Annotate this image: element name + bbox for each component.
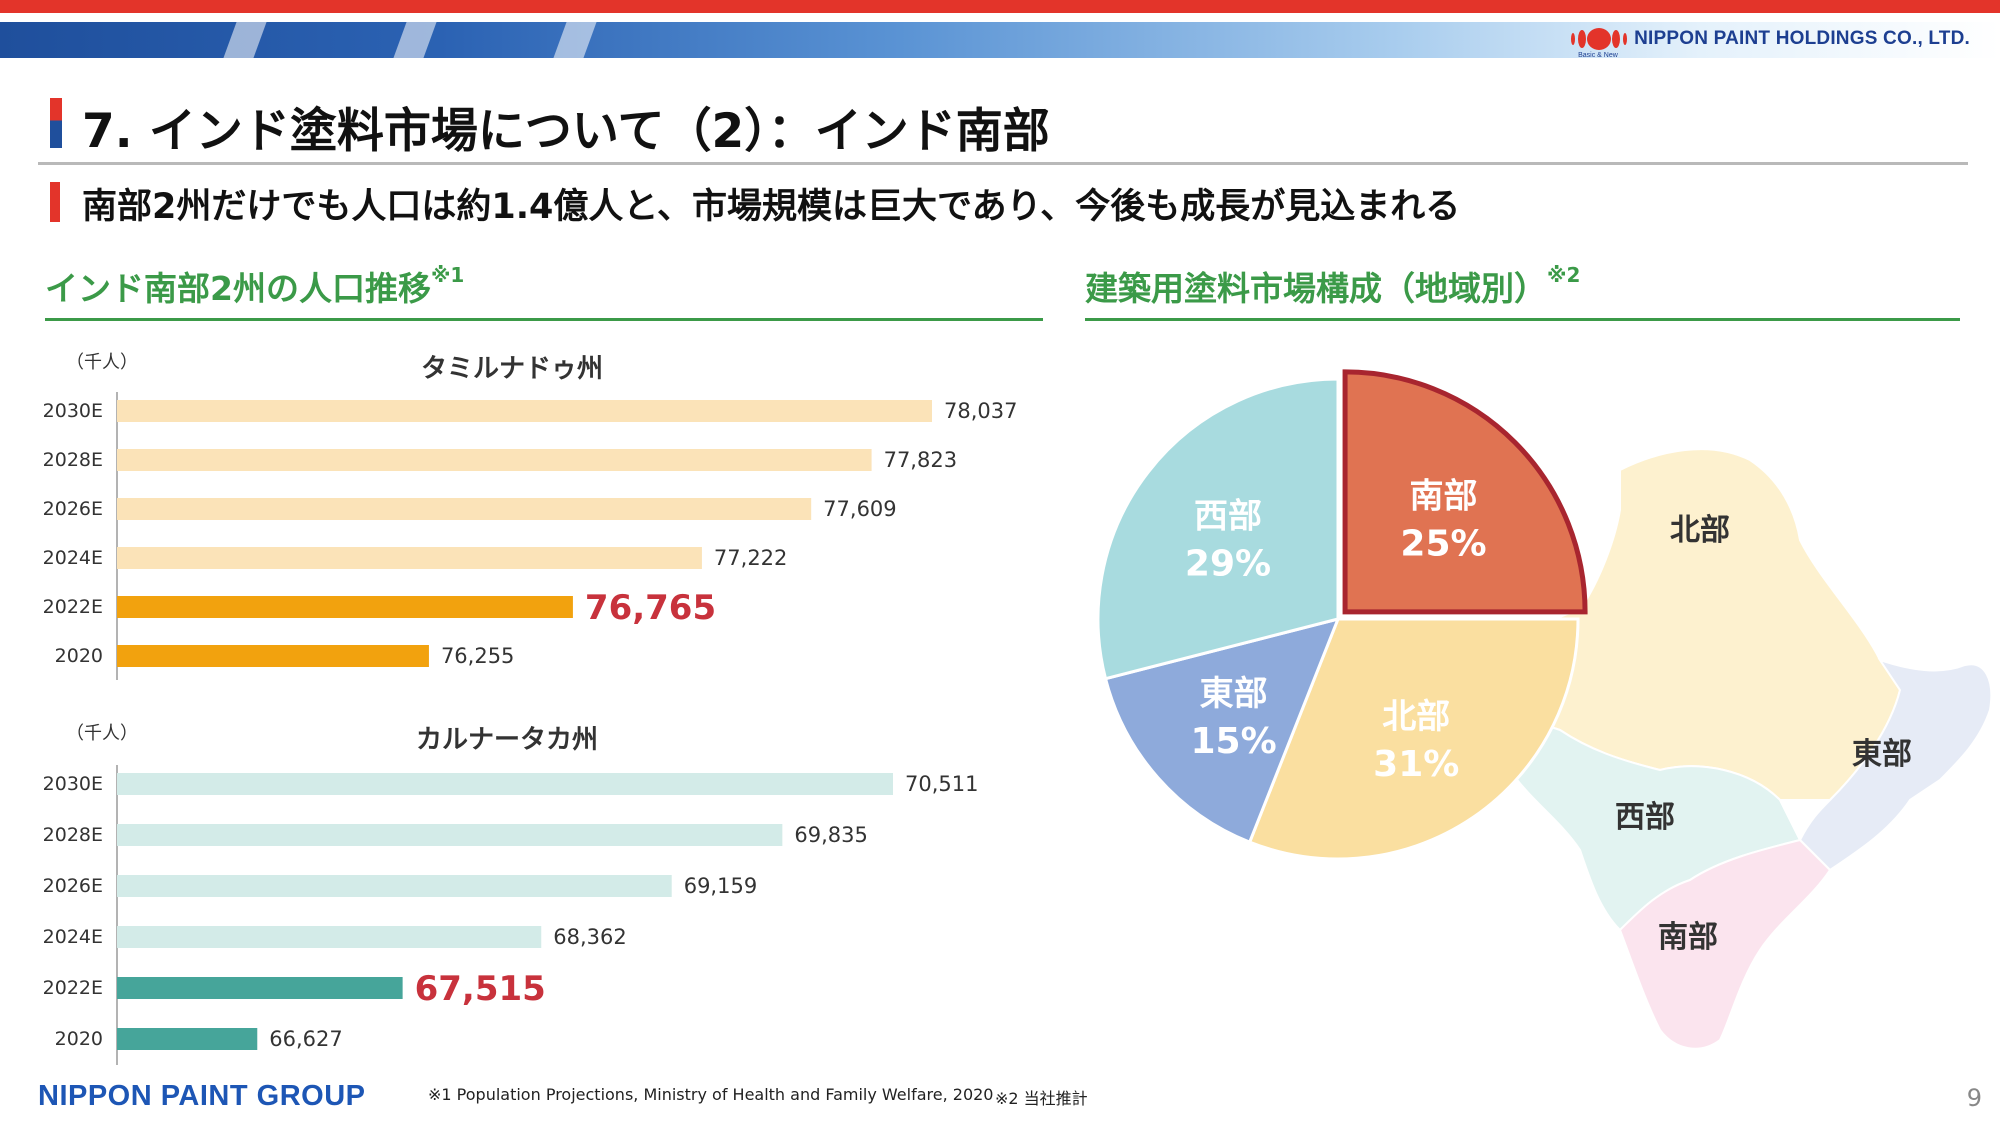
footnote-source: ※1 Population Projections, Ministry of H… — [428, 1085, 994, 1104]
chart-title: タミルナドゥ州 — [421, 354, 603, 384]
category-label: 2026E — [43, 498, 103, 520]
left-section-rule — [45, 318, 1043, 321]
pie-slice-value: 31% — [1373, 744, 1459, 785]
bar — [117, 875, 672, 897]
pie-chart: 南部 25% 北部 31% 東部 15% 西部 29% — [1096, 369, 1588, 861]
bar — [117, 498, 812, 520]
bar — [117, 400, 932, 422]
category-label: 2028E — [43, 824, 103, 846]
bar — [117, 645, 429, 667]
bar — [117, 824, 783, 846]
bar — [117, 449, 872, 471]
bar — [117, 596, 573, 618]
pie-slice — [1096, 377, 1340, 681]
india-map: 北部 東部 西部 南部 — [1485, 448, 1993, 1050]
page-subtitle: 南部2州だけでも人口は約1.4億人と、市場規模は巨大であり、今後も成長が見込まれ… — [82, 187, 1461, 227]
left-section-title-text: インド南部2州の人口推移 — [45, 269, 431, 308]
karnataka-bar-chart: （千人） カルナータカ州 2030E 70,511 2028E 69,835 2026E… — [43, 723, 978, 1065]
category-label: 2028E — [43, 449, 103, 471]
right-section-rule — [1085, 318, 1960, 321]
category-label: 2026E — [43, 875, 103, 897]
title-accent-bar — [50, 98, 62, 148]
map-label-north: 北部 — [1670, 513, 1730, 548]
header-gradient-band — [0, 22, 2000, 58]
title-divider — [38, 162, 1968, 165]
chart-title: カルナータカ州 — [416, 725, 598, 755]
bar — [117, 926, 542, 948]
value-label: 77,823 — [884, 448, 957, 472]
left-section-title: インド南部2州の人口推移※1 — [45, 262, 464, 310]
bar — [117, 1028, 258, 1050]
right-section-title: 建築用塗料市場構成（地域別）※2 — [1085, 262, 1580, 310]
map-label-south: 南部 — [1658, 920, 1718, 955]
category-label: 2020 — [55, 1028, 103, 1050]
unit-label: （千人） — [66, 723, 138, 744]
pie-slice-value: 29% — [1185, 544, 1271, 585]
category-label: 2022E — [43, 596, 103, 618]
bar — [117, 977, 403, 999]
top-red-stripe — [0, 0, 2000, 13]
bar — [117, 547, 702, 569]
tamil-nadu-bar-chart: （千人） タミルナドゥ州 2030E 78,037 2028E 77,823 2026E… — [43, 352, 1017, 680]
pie-slice-label: 東部 — [1200, 674, 1268, 714]
map-label-west: 西部 — [1615, 800, 1675, 835]
value-label: 77,222 — [714, 546, 787, 570]
left-section-note-mark: ※1 — [430, 263, 465, 287]
market-composition-figure: 北部 東部 西部 南部 南部 25% 北部 31% 東部 15% 西部 29% — [1096, 369, 1993, 1050]
pie-slice-value: 25% — [1400, 523, 1486, 564]
group-brand-logo: NIPPON PAINT GROUP — [38, 1080, 366, 1112]
unit-label: （千人） — [66, 352, 138, 373]
value-label: 69,159 — [684, 874, 757, 898]
bar — [117, 773, 893, 795]
category-label: 2030E — [43, 773, 103, 795]
value-label: 70,511 — [905, 772, 978, 796]
corporate-logo: Basic & New NIPPON PAINT HOLDINGS CO., L… — [1570, 26, 1970, 59]
pie-slice-label: 南部 — [1410, 476, 1478, 516]
corp-tagline: Basic & New — [1578, 52, 1618, 59]
pie-slice-label: 西部 — [1194, 497, 1262, 537]
map-region-south — [1618, 838, 1832, 1050]
map-label-east: 東部 — [1852, 737, 1912, 772]
map-region-east — [1798, 658, 1993, 872]
value-label: 77,609 — [823, 497, 896, 521]
page-number: 9 — [1966, 1084, 1982, 1112]
pie-slice — [1247, 617, 1580, 861]
page-title: 7. インド塗料市場について（2）：インド南部 — [82, 104, 1050, 159]
nippon-paint-logo-icon — [1571, 28, 1628, 50]
value-label: 69,835 — [794, 823, 867, 847]
category-label: 2020 — [55, 645, 103, 667]
subtitle-accent-bar — [50, 182, 60, 222]
pie-slice — [1103, 616, 1341, 845]
value-label-highlight: 67,515 — [415, 969, 546, 1009]
right-section-note-mark: ※2 — [1547, 263, 1581, 287]
right-section-title-text: 建築用塗料市場構成（地域別） — [1085, 269, 1547, 308]
corp-name: NIPPON PAINT HOLDINGS CO., LTD. — [1634, 28, 1970, 49]
footnote-estimate: ※2 当社推計 — [995, 1089, 1088, 1108]
category-label: 2022E — [43, 977, 103, 999]
pie-slice — [1342, 369, 1588, 615]
value-label-highlight: 76,765 — [585, 588, 716, 628]
value-label: 76,255 — [441, 644, 514, 668]
category-label: 2024E — [43, 547, 103, 569]
value-label: 66,627 — [269, 1027, 342, 1051]
category-label: 2030E — [43, 400, 103, 422]
pie-slice-value: 15% — [1190, 721, 1276, 762]
pie-slice-label: 北部 — [1382, 697, 1450, 737]
value-label: 78,037 — [944, 399, 1017, 423]
value-label: 68,362 — [553, 925, 626, 949]
category-label: 2024E — [43, 926, 103, 948]
